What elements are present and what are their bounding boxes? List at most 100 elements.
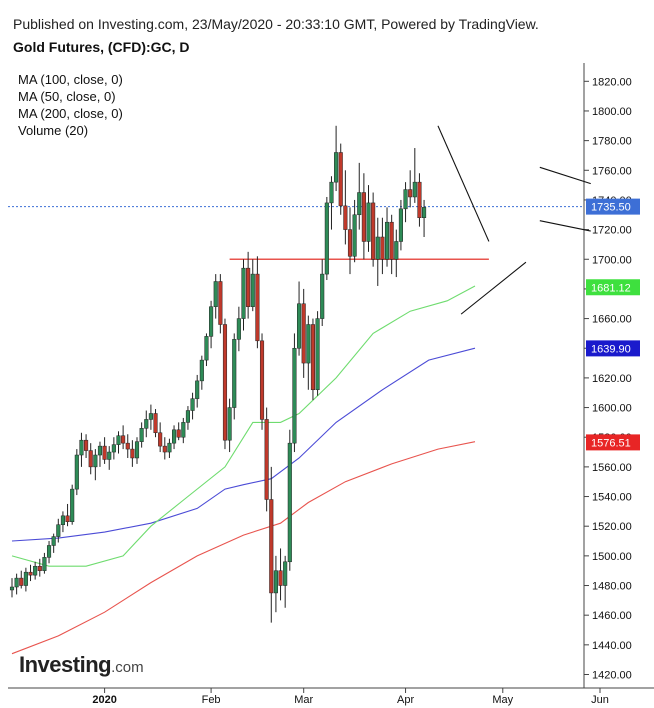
candle-up [148, 413, 153, 420]
candle-down [222, 324, 228, 441]
candle-down [130, 448, 135, 459]
candle-down [347, 229, 353, 257]
y-tick-label: 1700.00 [592, 254, 632, 266]
candle-up [394, 241, 399, 260]
candle-down [88, 450, 93, 468]
candle-up [199, 359, 204, 382]
candle-down [269, 499, 274, 594]
legend-ma50[interactable]: MA (50, close, 0) [18, 89, 116, 104]
candle-down [408, 189, 413, 198]
candle-down [310, 324, 315, 391]
y-tick-label: 1780.00 [592, 136, 632, 148]
y-tick-label: 1500.00 [592, 551, 632, 563]
candle-down [102, 445, 107, 460]
candle-up [185, 410, 190, 423]
candle-up [204, 336, 209, 361]
y-tick-label: 1520.00 [592, 521, 632, 533]
candle-up [241, 267, 246, 319]
investing-logo[interactable]: Investing.com [19, 652, 144, 678]
candle-up [93, 454, 98, 468]
candle-down [417, 181, 422, 218]
x-tick-label: 2020 [92, 694, 116, 706]
candle-up [107, 451, 112, 460]
candle-up [352, 214, 357, 257]
logo-brand: Investing [19, 652, 112, 677]
candle-down [19, 577, 24, 586]
ma100-line [11, 347, 476, 542]
y-tick-label: 1480.00 [592, 581, 632, 593]
candle-up [111, 444, 116, 453]
candle-down [380, 236, 385, 260]
ma50-line [11, 285, 476, 567]
candle-down [389, 221, 394, 260]
candle-up [60, 515, 65, 525]
candle-up [51, 536, 56, 546]
price-tag [586, 198, 640, 215]
candle-up [273, 570, 278, 594]
pattern-trendline [460, 261, 527, 315]
y-tick-label: 1760.00 [592, 165, 632, 177]
price-tag [586, 434, 640, 451]
candle-up [292, 347, 297, 444]
candle-up [297, 303, 302, 349]
candle-up [14, 577, 19, 588]
candle-up [181, 422, 186, 438]
candle-up [167, 442, 172, 453]
x-tick-label: Jun [591, 694, 609, 706]
candle-up [195, 380, 200, 399]
x-tick-label: Mar [294, 694, 313, 706]
candle-up [23, 571, 28, 586]
candle-up [287, 442, 292, 563]
pattern-trendline [539, 166, 591, 185]
candle-down [37, 565, 42, 571]
candle-up [9, 586, 15, 591]
candle-up [227, 407, 232, 441]
candle-down [218, 281, 223, 325]
candle-up [334, 152, 339, 183]
candle-down [338, 152, 343, 207]
chart-symbol-title: Gold Futures, (CFD):GC, D [13, 39, 190, 55]
candle-up [33, 565, 38, 576]
price-tag-label: 1735.50 [591, 202, 631, 214]
candle-down [371, 202, 376, 260]
x-tick-label: May [492, 694, 513, 706]
candle-up [306, 324, 311, 364]
candle-up [250, 273, 255, 307]
candle-down [158, 432, 163, 447]
legend-ma200[interactable]: MA (200, close, 0) [18, 106, 123, 121]
candle-up [139, 428, 144, 442]
x-tick-label: Feb [202, 694, 221, 706]
candle-down [153, 413, 158, 434]
candle-up [79, 439, 84, 456]
candle-up [329, 181, 334, 204]
price-tag [586, 279, 640, 296]
candle-down [259, 340, 265, 420]
candle-up [315, 318, 320, 391]
candle-up [403, 189, 408, 210]
candle-up [412, 181, 417, 198]
candle-down [278, 570, 283, 586]
candle-down [301, 303, 306, 364]
y-tick-label: 1600.00 [592, 403, 632, 415]
candle-down [255, 273, 260, 342]
candle-up [172, 429, 177, 444]
candle-up [116, 435, 121, 445]
legend-volume[interactable]: Volume (20) [18, 123, 89, 138]
candle-up [70, 488, 75, 523]
candle-up [213, 281, 218, 307]
price-tag-label: 1681.12 [591, 282, 631, 294]
candle-up [97, 445, 103, 456]
candle-up [42, 557, 47, 571]
candle-down [361, 192, 366, 242]
candle-down [264, 419, 269, 500]
candle-down [65, 515, 70, 523]
candle-down [121, 435, 126, 444]
y-tick-label: 1420.00 [592, 670, 632, 682]
y-tick-label: 1800.00 [592, 106, 632, 118]
candle-down [343, 205, 348, 230]
legend-ma100[interactable]: MA (100, close, 0) [18, 72, 123, 87]
candle-down [28, 571, 33, 576]
candle-up [134, 441, 140, 459]
price-tag-label: 1639.90 [591, 343, 631, 355]
